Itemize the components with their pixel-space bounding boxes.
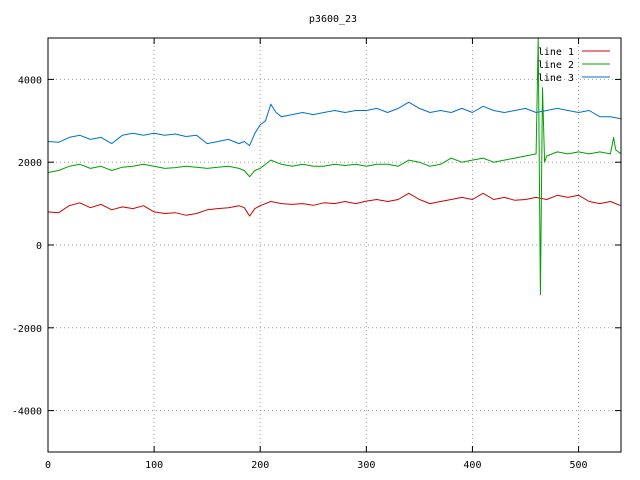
x-tick-label: 200 xyxy=(251,460,269,471)
x-tick-label: 500 xyxy=(570,460,588,471)
grid-lines xyxy=(48,38,621,452)
x-tick-label: 0 xyxy=(45,460,51,471)
y-tick-label: -4000 xyxy=(12,407,42,418)
legend-label-2: line 2 xyxy=(538,60,574,71)
y-tick-label: 2000 xyxy=(18,158,42,169)
x-tick-label: 400 xyxy=(463,460,481,471)
chart-title: p3600_23 xyxy=(309,14,357,25)
series-group xyxy=(47,37,622,296)
legend: line 1 line 2 line 3 xyxy=(538,47,610,84)
axis-ticks: 0 100 200 300 400 500 -4000 -2000 0 2000 4000 xyxy=(12,38,621,471)
series-line-3 xyxy=(47,101,622,147)
y-tick-label: 0 xyxy=(36,241,42,252)
legend-label-3: line 3 xyxy=(538,73,574,84)
x-tick-label: 100 xyxy=(145,460,163,471)
y-tick-label: -2000 xyxy=(12,324,42,335)
series-line-1 xyxy=(47,192,622,217)
x-tick-label: 300 xyxy=(357,460,375,471)
y-tick-label: 4000 xyxy=(18,75,42,86)
legend-label-1: line 1 xyxy=(538,47,574,58)
series-line-2 xyxy=(47,37,622,296)
